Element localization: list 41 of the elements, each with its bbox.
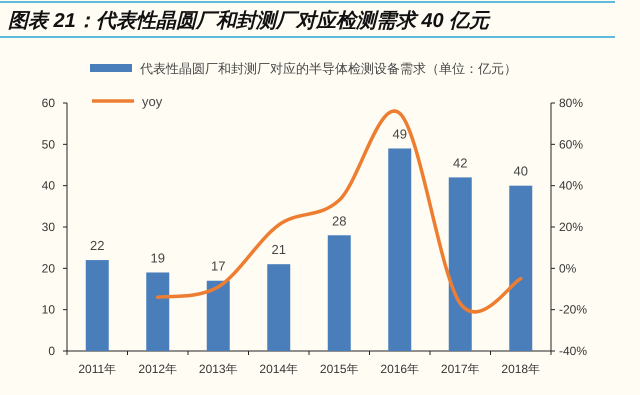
bar — [448, 177, 472, 351]
data-label: 22 — [90, 238, 104, 254]
x-tick-label: 2015年 — [320, 362, 359, 376]
x-tick-label: 2017年 — [440, 362, 480, 376]
data-label: 17 — [211, 258, 226, 274]
data-label: 40 — [514, 164, 528, 179]
bar — [509, 186, 532, 351]
y-tick-label: 40 — [42, 178, 56, 193]
bar — [146, 272, 170, 351]
bar — [328, 235, 351, 351]
bar — [206, 280, 230, 351]
bar — [86, 260, 109, 351]
y2-tick-label: 60% — [559, 137, 584, 152]
y2-tick-label: 80% — [559, 96, 584, 110]
data-label: 19 — [150, 250, 165, 266]
y2-tick-label: 20% — [559, 220, 584, 234]
data-label: 42 — [453, 155, 468, 170]
y-tick-label: 50 — [42, 137, 56, 152]
y2-tick-label: 0% — [559, 261, 577, 276]
data-label: 28 — [332, 213, 346, 228]
chart-title: 图表 21：代表性晶圆厂和封测厂对应检测需求 40 亿元 — [8, 9, 492, 32]
data-label: 49 — [392, 126, 407, 142]
x-tick-label: 2013年 — [198, 362, 238, 376]
legend-label: 代表性晶圆厂和封测厂对应的半导体检测设备需求（单位：亿元） — [139, 61, 517, 76]
y2-tick-label: -40% — [559, 344, 588, 358]
y2-tick-label: 40% — [559, 178, 584, 193]
legend-label: yoy — [142, 94, 163, 109]
y-tick-label: 30 — [42, 220, 56, 234]
x-tick-label: 2012年 — [138, 362, 178, 376]
y-tick-label: 10 — [42, 302, 56, 317]
x-tick-label: 2016年 — [380, 362, 420, 376]
x-tick-label: 2018年 — [501, 362, 540, 376]
x-tick-label: 2014年 — [259, 362, 298, 376]
bar — [267, 264, 290, 351]
bar — [388, 148, 412, 351]
x-tick-label: 2011年 — [78, 362, 116, 376]
y-tick-label: 0 — [48, 344, 56, 358]
y-tick-label: 60 — [42, 96, 56, 110]
y-tick-label: 20 — [42, 261, 56, 276]
y2-tick-label: -20% — [559, 302, 588, 317]
data-label: 21 — [272, 242, 286, 258]
